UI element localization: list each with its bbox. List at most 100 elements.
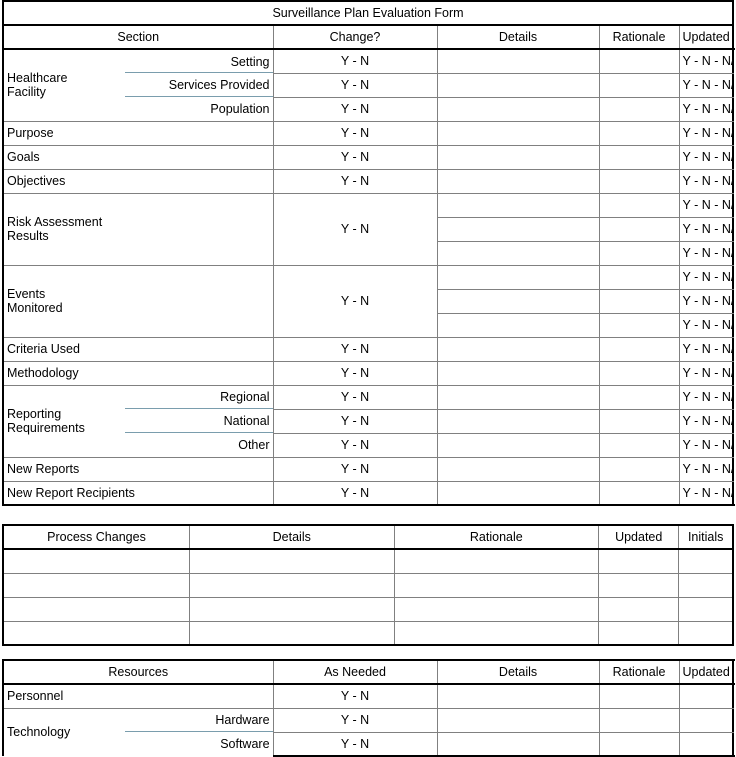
details-cell[interactable] — [436, 384, 600, 410]
updated-cell[interactable]: Y - N - N/A — [678, 96, 734, 122]
rationale-cell[interactable] — [598, 216, 680, 242]
rationale-cell[interactable] — [598, 144, 680, 170]
details-cell[interactable] — [436, 707, 600, 733]
rationale-cell[interactable] — [598, 72, 680, 98]
change-cell[interactable]: Y - N — [272, 432, 438, 458]
details-cell[interactable] — [436, 96, 600, 122]
updated-cell[interactable]: Y - N - N/A — [678, 336, 734, 362]
process-change-cell[interactable] — [2, 572, 190, 598]
rationale-cell[interactable] — [598, 683, 680, 709]
updated-cell[interactable]: Y - N - N/A — [678, 48, 734, 74]
updated-cell[interactable] — [598, 572, 680, 598]
details-cell[interactable] — [436, 120, 600, 146]
details-cell[interactable] — [436, 216, 600, 242]
initials-cell[interactable] — [678, 548, 735, 574]
updated-cell[interactable]: Y - N - N/A — [678, 360, 734, 386]
updated-cell[interactable]: Y - N - N/A — [678, 408, 734, 434]
rationale-cell[interactable] — [598, 312, 680, 338]
change-cell[interactable]: Y - N — [272, 192, 438, 266]
as-needed-cell[interactable]: Y - N — [272, 707, 438, 733]
details-cell[interactable] — [436, 432, 600, 458]
rationale-cell[interactable] — [598, 48, 680, 74]
change-cell[interactable]: Y - N — [272, 264, 438, 338]
change-cell[interactable]: Y - N — [272, 480, 438, 506]
rationale-cell[interactable] — [393, 620, 600, 646]
updated-cell[interactable]: Y - N - N/A — [678, 312, 734, 338]
updated-cell[interactable]: Y - N - N/A — [678, 288, 734, 314]
details-cell[interactable] — [436, 48, 600, 74]
details-cell[interactable] — [436, 168, 600, 194]
updated-cell[interactable]: Y - N - N/A — [678, 240, 734, 266]
rationale-cell[interactable] — [598, 288, 680, 314]
updated-cell[interactable]: Y - N - N/A — [678, 432, 734, 458]
rationale-cell[interactable] — [598, 707, 680, 733]
process-change-cell[interactable] — [2, 596, 190, 622]
change-cell[interactable]: Y - N — [272, 456, 438, 482]
updated-cell[interactable]: Y - N - N/A — [678, 480, 734, 506]
details-cell[interactable] — [436, 480, 600, 506]
rationale-cell[interactable] — [598, 120, 680, 146]
process-change-cell[interactable] — [2, 548, 190, 574]
change-cell[interactable]: Y - N — [272, 120, 438, 146]
details-cell[interactable] — [436, 240, 600, 266]
updated-cell[interactable]: Y - N - N/A — [678, 120, 734, 146]
details-cell[interactable] — [436, 731, 600, 757]
rationale-cell[interactable] — [598, 432, 680, 458]
rationale-cell[interactable] — [393, 548, 600, 574]
details-cell[interactable] — [436, 312, 600, 338]
details-cell[interactable] — [436, 264, 600, 290]
change-cell[interactable]: Y - N — [272, 72, 438, 98]
process-change-cell[interactable] — [2, 620, 190, 646]
details-cell[interactable] — [436, 683, 600, 709]
updated-cell[interactable] — [678, 683, 734, 709]
updated-cell[interactable]: Y - N - N/A — [678, 216, 734, 242]
details-cell[interactable] — [436, 408, 600, 434]
rationale-cell[interactable] — [598, 336, 680, 362]
updated-cell[interactable]: Y - N - N/A — [678, 168, 734, 194]
change-cell[interactable]: Y - N — [272, 96, 438, 122]
updated-cell[interactable] — [598, 620, 680, 646]
rationale-cell[interactable] — [598, 264, 680, 290]
details-cell[interactable] — [436, 288, 600, 314]
updated-cell[interactable]: Y - N - N/A — [678, 384, 734, 410]
details-cell[interactable] — [436, 192, 600, 218]
details-cell[interactable] — [436, 360, 600, 386]
rationale-cell[interactable] — [598, 480, 680, 506]
initials-cell[interactable] — [678, 572, 735, 598]
details-cell[interactable] — [436, 72, 600, 98]
rationale-cell[interactable] — [598, 96, 680, 122]
change-cell[interactable]: Y - N — [272, 384, 438, 410]
change-cell[interactable]: Y - N — [272, 336, 438, 362]
updated-cell[interactable] — [678, 707, 734, 733]
change-cell[interactable]: Y - N — [272, 144, 438, 170]
change-cell[interactable]: Y - N — [272, 168, 438, 194]
rationale-cell[interactable] — [598, 731, 680, 757]
rationale-cell[interactable] — [393, 572, 600, 598]
rationale-cell[interactable] — [598, 360, 680, 386]
details-cell[interactable] — [189, 596, 395, 622]
updated-cell[interactable] — [598, 596, 680, 622]
rationale-cell[interactable] — [598, 168, 680, 194]
details-cell[interactable] — [436, 336, 600, 362]
details-cell[interactable] — [189, 548, 395, 574]
rationale-cell[interactable] — [598, 240, 680, 266]
updated-cell[interactable] — [598, 548, 680, 574]
updated-cell[interactable]: Y - N - N/A — [678, 192, 734, 218]
details-cell[interactable] — [189, 620, 395, 646]
initials-cell[interactable] — [678, 596, 735, 622]
details-cell[interactable] — [436, 144, 600, 170]
details-cell[interactable] — [189, 572, 395, 598]
rationale-cell[interactable] — [393, 596, 600, 622]
updated-cell[interactable]: Y - N - N/A — [678, 456, 734, 482]
change-cell[interactable]: Y - N — [272, 408, 438, 434]
as-needed-cell[interactable]: Y - N — [272, 683, 438, 709]
change-cell[interactable]: Y - N — [272, 360, 438, 386]
rationale-cell[interactable] — [598, 192, 680, 218]
updated-cell[interactable] — [678, 731, 734, 757]
updated-cell[interactable]: Y - N - N/A — [678, 72, 734, 98]
details-cell[interactable] — [436, 456, 600, 482]
change-cell[interactable]: Y - N — [272, 48, 438, 74]
initials-cell[interactable] — [678, 620, 735, 646]
as-needed-cell[interactable]: Y - N — [272, 731, 438, 757]
rationale-cell[interactable] — [598, 456, 680, 482]
